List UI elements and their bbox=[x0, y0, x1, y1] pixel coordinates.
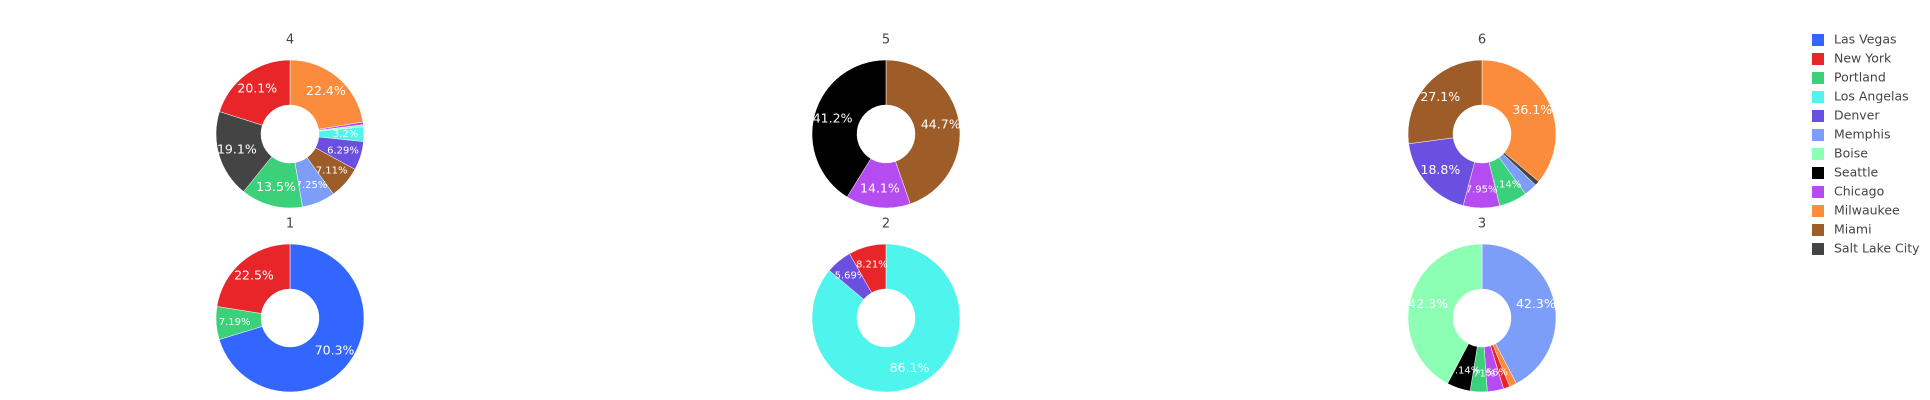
legend-swatch bbox=[1812, 34, 1824, 46]
slice-label: 36.1% bbox=[1512, 102, 1552, 117]
slice-label: 42.3% bbox=[1516, 296, 1556, 311]
slice-label: 22.4% bbox=[306, 83, 346, 98]
legend-swatch bbox=[1812, 129, 1824, 141]
legend-swatch bbox=[1812, 91, 1824, 103]
legend-label: Miami bbox=[1834, 222, 1872, 237]
pie-slice bbox=[215, 111, 273, 192]
slice-label: 5.14% bbox=[1449, 366, 1481, 377]
legend-swatch bbox=[1812, 110, 1824, 122]
pie-slice bbox=[1407, 243, 1483, 384]
legend-label: Los Angelas bbox=[1834, 89, 1909, 104]
legend-label: New York bbox=[1834, 51, 1892, 66]
slice-label: 18.8% bbox=[1421, 162, 1461, 177]
slice-label: 70.3% bbox=[315, 343, 355, 358]
pie-slice bbox=[218, 243, 365, 393]
pie-slice bbox=[1481, 59, 1557, 182]
slice-label: 5.69% bbox=[835, 270, 867, 281]
legend-label: Portland bbox=[1834, 70, 1886, 85]
chart-title: 3 bbox=[1478, 217, 1486, 232]
slice-label: 8.21% bbox=[856, 259, 888, 270]
legend-label: Salt Lake City bbox=[1834, 241, 1920, 256]
legend-swatch bbox=[1812, 148, 1824, 160]
legend-swatch bbox=[1812, 167, 1824, 179]
slice-label: 14.1% bbox=[860, 181, 900, 196]
legend-label: Denver bbox=[1834, 108, 1880, 123]
slice-label: 7.19% bbox=[219, 317, 251, 328]
pie-slice bbox=[216, 243, 291, 314]
slice-label: 3.56% bbox=[1476, 368, 1508, 379]
legend-label: Las Vegas bbox=[1834, 32, 1897, 47]
legend-swatch bbox=[1812, 205, 1824, 217]
legend-swatch bbox=[1812, 53, 1824, 65]
legend-swatch bbox=[1812, 72, 1824, 84]
pie-slice bbox=[1481, 243, 1557, 384]
legend-swatch bbox=[1812, 186, 1824, 198]
pie-slice bbox=[289, 59, 364, 130]
slice-label: 44.7% bbox=[921, 116, 961, 131]
pie-slice bbox=[885, 59, 961, 205]
slice-label: 41.2% bbox=[813, 110, 853, 125]
slice-label: 13.5% bbox=[256, 179, 296, 194]
slice-label: 19.1% bbox=[217, 141, 257, 156]
legend-label: Boise bbox=[1834, 146, 1868, 161]
slice-label: 3.2% bbox=[333, 129, 358, 140]
pie-slice bbox=[811, 59, 887, 198]
legend-swatch bbox=[1812, 243, 1824, 255]
chart-title: 5 bbox=[882, 33, 890, 48]
slice-label: 20.1% bbox=[237, 81, 277, 96]
pie-slice bbox=[1407, 59, 1483, 145]
legend-label: Seattle bbox=[1834, 165, 1879, 180]
slice-label: 42.3% bbox=[1408, 296, 1448, 311]
chart-title: 4 bbox=[286, 33, 294, 48]
slice-label: 27.1% bbox=[1420, 89, 1460, 104]
slice-label: 6.29% bbox=[327, 145, 359, 156]
legend-label: Milwaukee bbox=[1834, 203, 1900, 218]
chart-title: 1 bbox=[286, 217, 294, 232]
pie-slice bbox=[219, 59, 291, 126]
legend-label: Chicago bbox=[1834, 184, 1884, 199]
slice-label: 3.71% bbox=[1464, 368, 1496, 379]
pie-slice bbox=[811, 243, 961, 393]
slice-label: 7.25% bbox=[296, 180, 328, 191]
pie-slice bbox=[849, 243, 887, 294]
slice-label: 86.1% bbox=[890, 360, 930, 375]
slice-label: 7.11% bbox=[316, 166, 348, 177]
chart-title: 2 bbox=[882, 217, 890, 232]
slice-label: 22.5% bbox=[234, 267, 274, 282]
slice-label: 6.14% bbox=[1490, 179, 1522, 190]
legend-label: Memphis bbox=[1834, 127, 1891, 142]
chart-title: 6 bbox=[1478, 33, 1486, 48]
pie-slice bbox=[1408, 137, 1475, 206]
legend-swatch bbox=[1812, 224, 1824, 236]
slice-label: 7.95% bbox=[1466, 184, 1498, 195]
